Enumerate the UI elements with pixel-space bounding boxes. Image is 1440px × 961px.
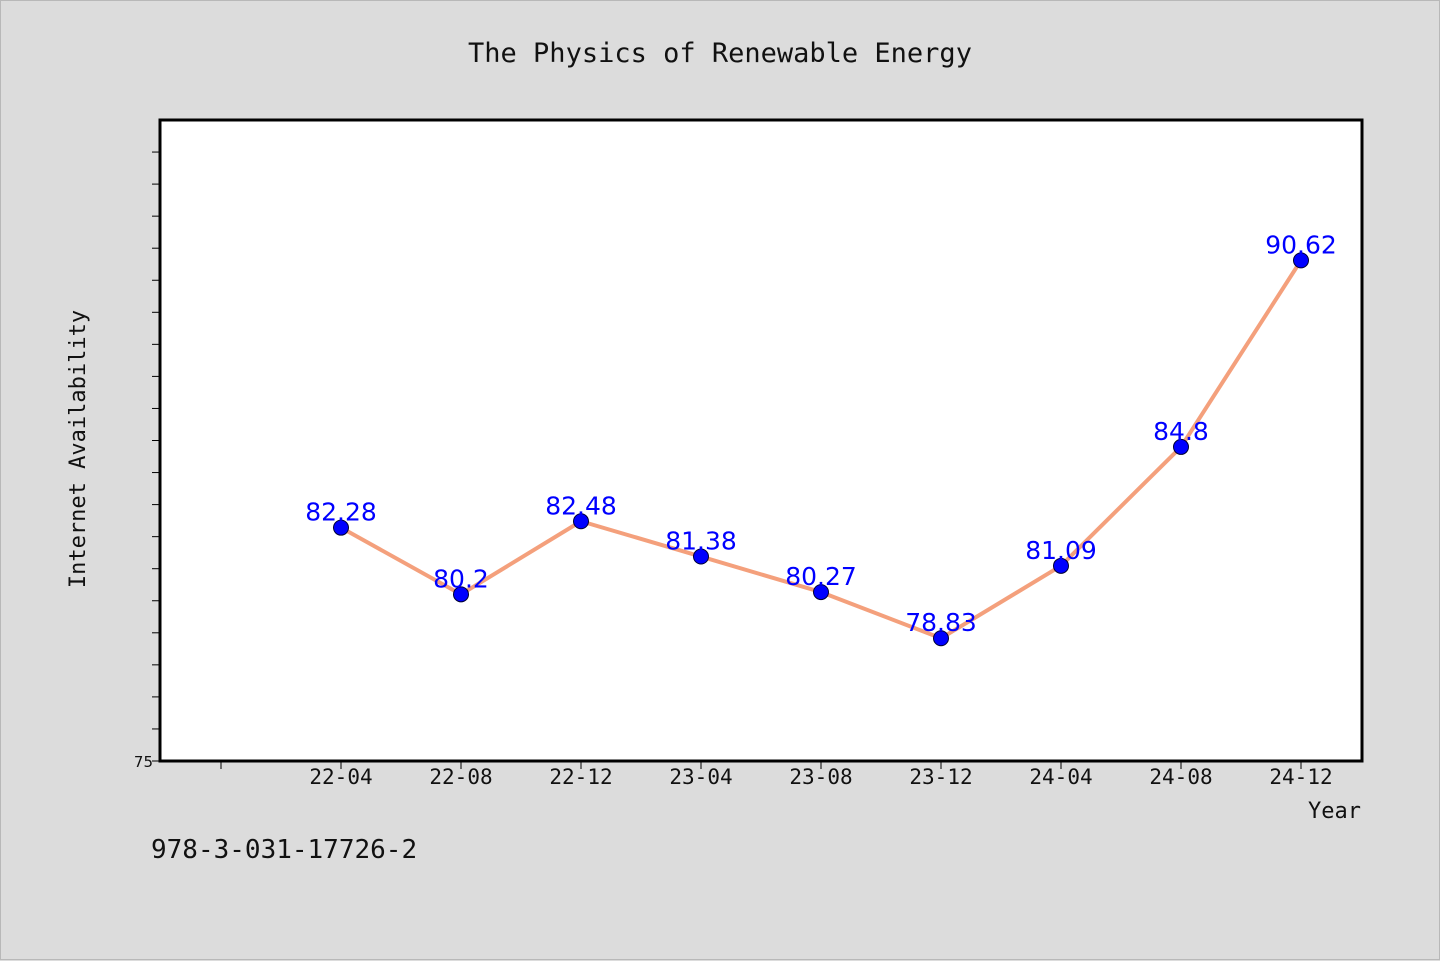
x-tick-label: 22-04 [309, 765, 372, 789]
data-label: 78.83 [905, 608, 977, 637]
data-point [933, 630, 949, 647]
data-label: 81.38 [665, 527, 737, 556]
data-label: 80.27 [785, 562, 857, 591]
data-label: 81.09 [1025, 536, 1097, 565]
data-label: 80.2 [433, 564, 489, 593]
data-point [693, 548, 709, 565]
x-tick-label: 22-08 [429, 765, 492, 789]
x-tick-label: 23-12 [909, 765, 972, 789]
isbn-text: 978-3-031-17726-2 [151, 835, 418, 865]
data-label: 84.8 [1153, 417, 1209, 446]
x-tick-label: 24-04 [1029, 765, 1092, 789]
data-point [1053, 557, 1069, 574]
data-point [1293, 252, 1309, 269]
data-point [333, 519, 349, 536]
x-axis-tick-labels: 22-04 22-08 22-12 23-04 23-08 23-12 24-04 24-08… [309, 765, 1332, 789]
data-label: 82.48 [545, 491, 617, 520]
x-axis-ticks [220, 761, 1302, 769]
plot-area [158, 118, 1364, 763]
data-point [453, 586, 469, 603]
y-axis-ticks [152, 151, 160, 762]
chart-title: The Physics of Renewable Energy [468, 38, 972, 69]
data-label: 90.62 [1265, 230, 1337, 259]
y-axis-min-label: 75 [134, 753, 153, 771]
x-tick-label: 24-08 [1149, 765, 1212, 789]
x-tick-label: 24-12 [1269, 765, 1332, 789]
y-axis-label: Internet Availability [66, 310, 91, 588]
x-axis-label: Year [1308, 799, 1361, 824]
x-tick-label: 22-12 [549, 765, 612, 789]
series-line-group: 82.28 80.2 82.48 81.38 80.27 78.83 81.09 84.8 90… [305, 230, 1337, 647]
data-label: 82.28 [305, 498, 377, 527]
x-tick-label: 23-04 [669, 765, 732, 789]
data-point [1173, 438, 1189, 455]
data-point [573, 513, 589, 530]
x-tick-label: 23-08 [789, 765, 852, 789]
data-point [813, 584, 829, 601]
